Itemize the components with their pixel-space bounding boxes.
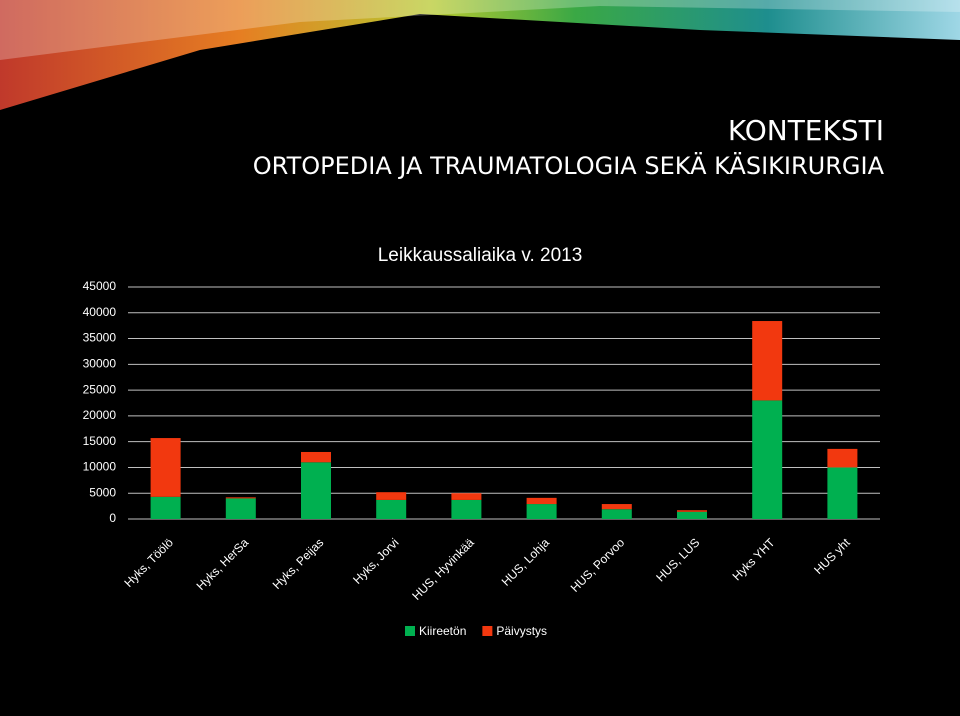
- decor-shine: [0, 0, 960, 60]
- bar-segment: [301, 451, 331, 463]
- decor-band: [0, 0, 960, 110]
- y-tick-label: 0: [109, 511, 116, 525]
- bar-segment: [451, 499, 482, 519]
- y-tick-label: 5000: [89, 485, 116, 499]
- y-tick-label: 45000: [83, 279, 117, 293]
- bar-segment: [526, 497, 557, 505]
- chart-title: Leikkaussaliaika v. 2013: [378, 245, 583, 266]
- bar-segment: [526, 504, 557, 519]
- bar-segment: [225, 498, 256, 519]
- legend-label: Kiireetön: [419, 624, 466, 638]
- legend-swatch: [405, 626, 415, 636]
- legend-swatch: [482, 626, 493, 636]
- y-tick-label: 25000: [83, 382, 117, 396]
- y-tick-label: 20000: [83, 408, 117, 422]
- slide-subtitle: ORTOPEDIA JA TRAUMATOLOGIA SEKÄ KÄSIKIRU…: [253, 151, 885, 180]
- y-tick-label: 40000: [83, 305, 117, 319]
- bar-segment: [150, 438, 181, 497]
- bar-segment: [225, 497, 256, 499]
- y-tick-label: 10000: [83, 460, 117, 474]
- y-tick-label: 30000: [83, 357, 117, 371]
- bar-segment: [601, 504, 632, 510]
- y-tick-label: 35000: [83, 331, 117, 345]
- bar-segment: [150, 496, 181, 519]
- slide-title: KONTEKSTI: [728, 114, 884, 147]
- bar-segment: [677, 511, 707, 519]
- bar-segment: [752, 400, 783, 519]
- bar-segment: [601, 509, 632, 519]
- bar-segment: [677, 510, 707, 512]
- bar-segment: [376, 492, 407, 500]
- bar-segment: [827, 448, 858, 468]
- bar-segment: [752, 321, 783, 401]
- bar-segment: [451, 493, 482, 500]
- bar-segment: [376, 499, 407, 519]
- bar-segment: [301, 462, 331, 519]
- y-tick-label: 15000: [83, 434, 117, 448]
- bar-segment: [827, 467, 858, 519]
- legend-label: Päivystys: [496, 624, 547, 638]
